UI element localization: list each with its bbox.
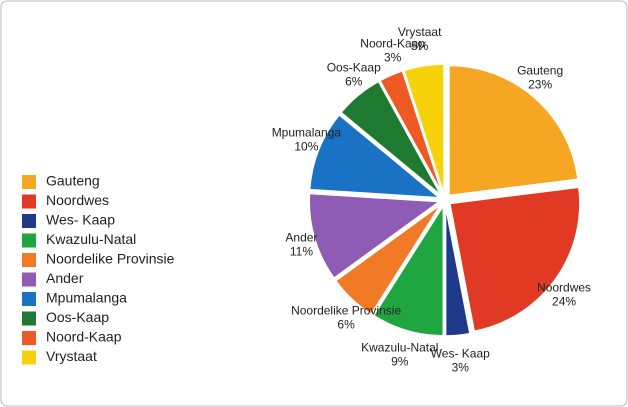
slice-label-value: 23% (528, 78, 552, 92)
legend-label: Kwazulu-Natal (46, 231, 136, 247)
legend-swatch (22, 331, 36, 345)
pie-slice (448, 64, 579, 197)
pie-slice (308, 113, 442, 199)
slice-label-value: 9% (391, 355, 409, 369)
legend-label: Noord-Kaap (46, 329, 122, 345)
slice-label-name: Noordelike Provinsie (291, 303, 401, 317)
legend-swatch (22, 292, 36, 306)
legend-swatch (22, 253, 36, 267)
slice-label-value: 3% (384, 50, 402, 64)
slice-label-value: 10% (294, 140, 318, 154)
pie-slice (334, 203, 442, 316)
slice-label-name: Noord-Kaap (360, 36, 425, 50)
pie-slice (308, 192, 442, 280)
legend-swatch (22, 311, 36, 326)
slice-label-value: 5% (411, 39, 429, 53)
slice-label-value: 6% (337, 317, 355, 331)
slice-label-name: Vrystaat (398, 25, 442, 39)
legend-label: Wes- Kaap (46, 212, 115, 228)
slice-label-name: Noordwes (537, 280, 591, 294)
pie-slice (402, 63, 445, 195)
slice-label-name: Ander (285, 230, 317, 244)
legend-swatch (22, 194, 36, 209)
pie-slice (372, 203, 445, 337)
legend-label: Noordelike Provinsie (46, 251, 175, 267)
legend-swatch (22, 233, 36, 248)
legend-swatch (22, 175, 36, 189)
legend-swatch (22, 272, 36, 287)
legend-label: Vrystaat (46, 348, 97, 364)
pie-slice (444, 205, 471, 337)
slice-label-name: Gauteng (517, 64, 563, 78)
legend-label: Oos-Kaap (46, 309, 109, 325)
legend-label: Noordwes (46, 192, 109, 208)
slice-label-name: Mpumalanga (272, 126, 342, 140)
legend-swatch (22, 350, 36, 365)
slice-label-value: 6% (345, 74, 363, 88)
slice-label-value: 24% (552, 294, 576, 308)
pie-slice (339, 80, 442, 196)
legend-swatch (22, 214, 36, 228)
legend-label: Gauteng (46, 173, 100, 189)
legend-label: Mpumalanga (46, 290, 127, 306)
pie-slice (448, 186, 581, 333)
pie-slice (378, 69, 444, 195)
slice-label-value: 11% (290, 244, 313, 258)
slice-label-value: 3% (452, 360, 470, 374)
slice-label-name: Oos-Kaap (327, 60, 381, 74)
slice-label-name: Wes- Kaap (431, 346, 490, 360)
slice-label-name: Kwazulu-Natal (361, 341, 438, 355)
legend-label: Ander (46, 270, 84, 286)
